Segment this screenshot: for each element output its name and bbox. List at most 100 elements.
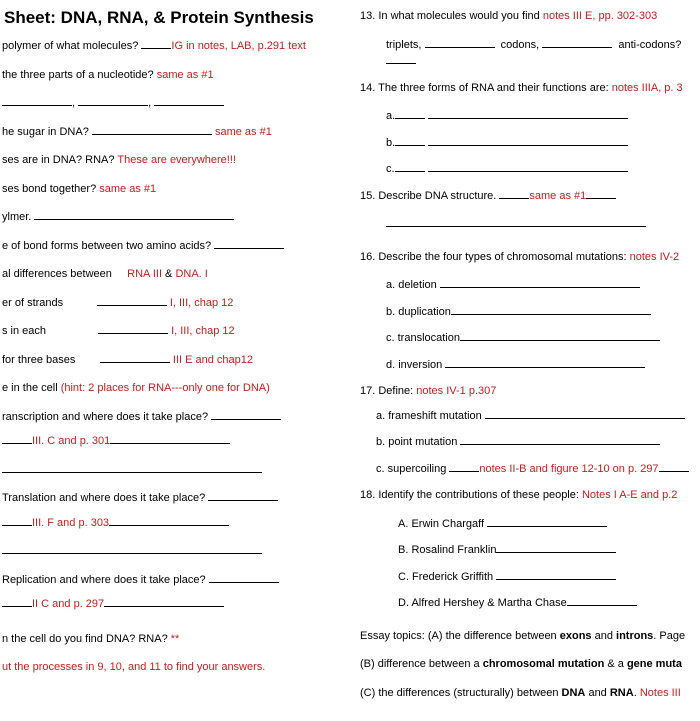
blank: [440, 277, 640, 288]
q16d: d. inversion: [358, 357, 692, 374]
q17: 17. Define: notes IV-1 p.307: [358, 383, 692, 400]
t: b. point mutation: [376, 436, 457, 448]
blank: [496, 542, 616, 553]
blank: [141, 38, 171, 49]
t: B. Rosalind Franklin: [398, 544, 496, 556]
q18: 18. Identify the contributions of these …: [358, 487, 692, 504]
blank: [100, 352, 170, 363]
q-text: ranscription and where does it take plac…: [2, 411, 208, 423]
q-bond-amino: e of bond forms between two amino acids?: [0, 238, 340, 255]
blank: [460, 330, 660, 341]
t: c. translocation: [386, 332, 460, 344]
chrom-mut: chromosomal mutation: [483, 658, 605, 670]
q17a: a. frameshift mutation: [358, 408, 692, 425]
blank-row: [0, 462, 340, 479]
answer: III E and chap12: [173, 354, 253, 366]
q14: 14. The three forms of RNA and their fun…: [358, 80, 692, 97]
blank: [487, 516, 607, 527]
q-find-dna: n the cell do you find DNA? RNA? **: [0, 631, 340, 648]
blank: [428, 161, 628, 172]
q-text: ses are in DNA? RNA?: [2, 154, 117, 166]
mark: **: [171, 633, 180, 645]
q-text: 14. The three forms of RNA and their fun…: [360, 82, 612, 94]
q-text: 15. Describe DNA structure.: [360, 190, 499, 202]
answer: Notes III: [640, 687, 681, 699]
blank: [92, 124, 212, 135]
blank: [659, 461, 689, 472]
blank: [97, 295, 167, 306]
q14b: b.: [358, 135, 692, 152]
blank: [395, 135, 425, 146]
answer: same as #1: [157, 69, 214, 81]
q-translation: Translation and where does it take place…: [0, 490, 340, 507]
q-replication-ans: II C and p. 297: [0, 596, 340, 613]
introns: introns: [616, 630, 653, 642]
q-transcription-ans: III. C and p. 301: [0, 433, 340, 450]
q-polymer-2: ylmer.: [0, 209, 340, 226]
rna: RNA: [610, 687, 634, 699]
worksheet-title: Sheet: DNA, RNA, & Protein Synthesis: [0, 8, 340, 28]
q14c: c.: [358, 161, 692, 178]
q-in-cell: e in the cell (hint: 2 places for RNA---…: [0, 380, 340, 397]
blank-row: , ,: [0, 95, 340, 112]
q-text: Replication and where does it take place…: [2, 574, 206, 586]
q-text: 13. In what molecules would you find: [360, 10, 543, 22]
blank: [209, 572, 279, 583]
q-text: the three parts of a nucleotide?: [2, 69, 157, 81]
q-strands: er of strands I, III, chap 12: [0, 295, 340, 312]
rna-label: RNA III: [127, 268, 162, 280]
blank: [110, 433, 230, 444]
q18d: D. Alfred Hershey & Martha Chase: [358, 595, 692, 612]
worksheet-page: Sheet: DNA, RNA, & Protein Synthesis pol…: [0, 0, 700, 721]
q-diff-rna-dna: al differences between RNA III & DNA. I: [0, 266, 340, 283]
left-column: Sheet: DNA, RNA, & Protein Synthesis pol…: [0, 8, 340, 713]
q-text: 17. Define:: [360, 385, 416, 397]
gene-mut: gene muta: [627, 658, 682, 670]
t: anti-codons?: [618, 39, 681, 51]
answer: I, III, chap 12: [171, 325, 235, 337]
q16c: c. translocation: [358, 330, 692, 347]
blank: [425, 37, 495, 48]
q-text: n the cell do you find DNA? RNA?: [2, 633, 171, 645]
q-replication: Replication and where does it take place…: [0, 572, 340, 589]
q-translation-ans: III. F and p. 303: [0, 515, 340, 532]
q16a: a. deletion: [358, 277, 692, 294]
q-text: for three bases: [2, 354, 75, 366]
q-bases-in: ses are in DNA? RNA? These are everywher…: [0, 152, 340, 169]
answer: notes IIIA, p. 3: [612, 82, 683, 94]
answer: notes IV-1 p.307: [416, 385, 496, 397]
t: and: [592, 630, 616, 642]
t: A. Erwin Chargaff: [398, 518, 484, 530]
essay-b: (B) difference between a chromosomal mut…: [358, 656, 692, 673]
t: . Page: [653, 630, 685, 642]
q-text: s in each: [2, 325, 46, 337]
blank: [496, 569, 616, 580]
answer: notes II-B and figure 12-10 on p. 297: [479, 463, 658, 475]
answer: same as #1: [215, 126, 272, 138]
q-text: er of strands: [2, 297, 63, 309]
blank: [2, 462, 262, 473]
answer: III. F and p. 303: [32, 517, 109, 529]
blank: [395, 108, 425, 119]
q18a: A. Erwin Chargaff: [358, 516, 692, 533]
answer: IG in notes, LAB, p.291 text: [171, 40, 306, 52]
blank: [567, 595, 637, 606]
t: a. frameshift mutation: [376, 410, 482, 422]
q-text: e of bond forms between two amino acids?: [2, 240, 214, 252]
blank: [208, 490, 278, 501]
blank: [499, 188, 529, 199]
q-transcription: ranscription and where does it take plac…: [0, 409, 340, 426]
blank: [98, 323, 168, 334]
amp: &: [162, 268, 175, 280]
blank: [428, 135, 628, 146]
blank: [214, 238, 284, 249]
blank: [2, 95, 72, 106]
t: and: [585, 687, 609, 699]
blank: [542, 37, 612, 48]
answer: II C and p. 297: [32, 598, 104, 610]
answer: I, III, chap 12: [170, 297, 234, 309]
t: d. inversion: [386, 359, 442, 371]
t: a. deletion: [386, 279, 437, 291]
t: a.: [386, 110, 395, 122]
t: Essay topics: (A) the difference between: [360, 630, 560, 642]
